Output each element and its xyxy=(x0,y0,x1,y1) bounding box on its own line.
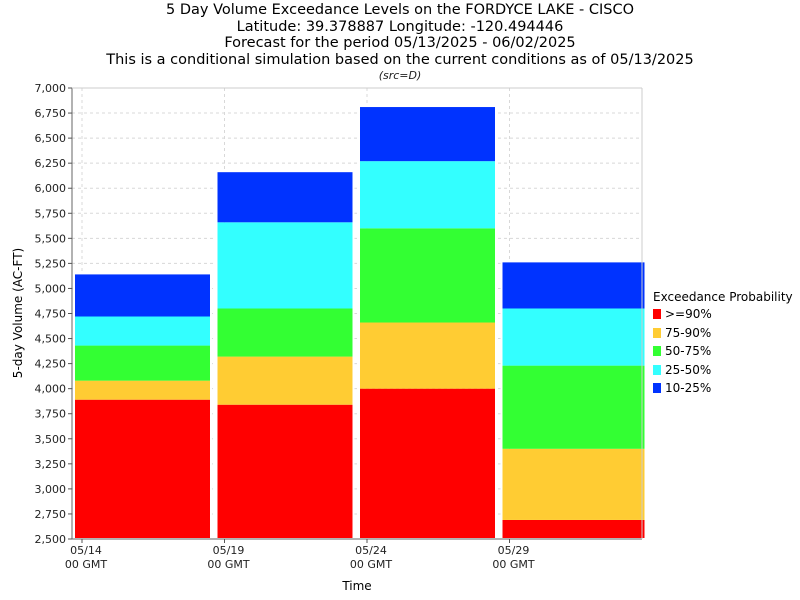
legend-swatch xyxy=(653,364,661,375)
y-tick-label: 6,000 xyxy=(35,182,67,195)
y-axis-label: 5-day Volume (AC-FT) xyxy=(11,248,25,378)
bar-segment xyxy=(75,380,210,400)
chart-legend: Exceedance Probability >=90% 75-90% 50-75%… xyxy=(653,289,793,398)
bar-segment xyxy=(360,161,495,229)
x-axis-label: Time xyxy=(341,579,371,593)
chart-title-line-3: Forecast for the period 05/13/2025 - 06/… xyxy=(224,35,576,51)
x-tick-label: 05/14 xyxy=(70,544,102,557)
bar-segment xyxy=(502,365,645,449)
bar-segment xyxy=(217,171,353,223)
chart-subtitle: (src=D) xyxy=(378,69,422,82)
bar-segment xyxy=(360,228,495,323)
bar-segment xyxy=(502,519,645,539)
chart-title-line-1: 5 Day Volume Exceedance Levels on the FO… xyxy=(166,2,634,18)
bar-segment xyxy=(217,222,353,309)
y-tick-label: 6,500 xyxy=(35,132,67,145)
bar-segment xyxy=(75,273,210,317)
legend-label: 10-25% xyxy=(665,381,712,396)
legend-title: Exceedance Probability xyxy=(653,290,793,304)
y-tick-label: 4,250 xyxy=(35,358,67,371)
legend-label: 25-50% xyxy=(665,362,712,377)
y-tick-label: 6,250 xyxy=(35,157,67,170)
y-tick-label: 7,000 xyxy=(35,82,67,95)
y-tick-label: 2,750 xyxy=(35,508,67,521)
legend-swatch xyxy=(653,383,661,394)
x-tick-sublabel: 00 GMT xyxy=(492,558,535,571)
y-tick-label: 3,500 xyxy=(35,433,67,446)
legend-label: >=90% xyxy=(665,307,712,322)
chart-bars xyxy=(73,105,647,540)
y-tick-label: 4,500 xyxy=(35,333,67,346)
y-tick-label: 5,750 xyxy=(35,207,67,220)
bar-segment xyxy=(360,388,495,539)
legend-item: 25-50% xyxy=(653,361,793,380)
y-tick-label: 2,500 xyxy=(35,533,67,546)
x-tick-sublabel: 00 GMT xyxy=(65,558,108,571)
y-tick-label: 4,750 xyxy=(35,308,67,321)
bar-segment xyxy=(75,316,210,346)
y-tick-label: 5,250 xyxy=(35,257,67,270)
bar-segment xyxy=(360,322,495,389)
y-tick-label: 3,250 xyxy=(35,458,67,471)
legend-item: >=90% xyxy=(653,305,793,324)
legend-swatch xyxy=(653,309,661,320)
x-tick-label: 05/29 xyxy=(498,544,530,557)
legend-swatch xyxy=(653,327,661,338)
chart-title-line-2: Latitude: 39.378887 Longitude: -120.4944… xyxy=(236,18,564,35)
bar-segment xyxy=(217,356,353,405)
bar-segment xyxy=(75,345,210,381)
bar-segment xyxy=(502,261,645,309)
y-tick-label: 6,750 xyxy=(35,107,67,120)
legend-items: >=90% 75-90% 50-75% 25-50% 10-25% xyxy=(653,305,793,398)
chart-title-block: 5 Day Volume Exceedance Levels on the FO… xyxy=(0,2,800,83)
bar-segment xyxy=(502,448,645,520)
bar-segment xyxy=(360,106,495,162)
y-tick-label: 4,000 xyxy=(35,383,67,396)
legend-label: 75-90% xyxy=(665,325,712,340)
y-tick-label: 3,000 xyxy=(35,483,67,496)
bar-segment xyxy=(502,308,645,366)
legend-label: 50-75% xyxy=(665,344,712,359)
x-tick-sublabel: 00 GMT xyxy=(350,558,393,571)
chart-title-line-4: This is a conditional simulation based o… xyxy=(106,51,694,68)
y-axis-ticks: 2,500 2,750 3,000 3,250 3,500 3,750 4,000 4,250… xyxy=(35,82,72,546)
bar-segment xyxy=(217,308,353,357)
y-tick-label: 5,000 xyxy=(35,282,67,295)
y-tick-label: 3,750 xyxy=(35,408,67,421)
legend-swatch xyxy=(653,346,661,357)
legend-item: 75-90% xyxy=(653,324,793,343)
y-tick-label: 5,500 xyxy=(35,232,67,245)
legend-item: 50-75% xyxy=(653,342,793,361)
bar-segment xyxy=(75,399,210,539)
x-tick-label: 05/19 xyxy=(213,544,245,557)
bar-segment xyxy=(217,404,353,539)
legend-item: 10-25% xyxy=(653,379,793,398)
x-tick-sublabel: 00 GMT xyxy=(207,558,250,571)
x-tick-label: 05/24 xyxy=(355,544,387,557)
